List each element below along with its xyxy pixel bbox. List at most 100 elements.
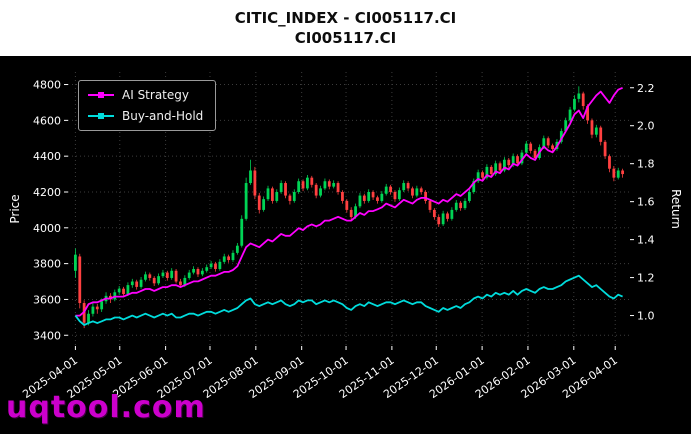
candle-body (411, 188, 414, 196)
candle-body (568, 109, 572, 121)
candle-body (196, 268, 200, 275)
candle-body (397, 190, 401, 200)
candle-body (367, 191, 371, 201)
candle-body (520, 152, 524, 164)
candle-body (415, 188, 419, 196)
candle-body (192, 268, 195, 273)
candle-body (616, 170, 620, 178)
candle-body (467, 191, 471, 201)
candle-body (306, 177, 309, 189)
price-tick-label: 4600 (33, 114, 61, 127)
candle-body (599, 127, 603, 142)
candle-body (463, 200, 467, 209)
candle-body (275, 191, 279, 201)
y-axis-label-return: Return (669, 189, 683, 229)
candle-body (100, 301, 104, 310)
candle-body (581, 93, 585, 107)
candle-body (227, 256, 231, 261)
candle-body (135, 281, 139, 287)
price-tick-label: 3600 (33, 293, 61, 306)
candle-body (485, 166, 489, 178)
candle-body (266, 188, 270, 200)
candle-body (152, 277, 156, 284)
candle-body (437, 217, 441, 225)
candle-body (507, 159, 511, 166)
candle-body (209, 263, 213, 268)
candle-body (249, 170, 252, 184)
chart-title: CITIC_INDEX - CI005117.CI (234, 8, 457, 27)
legend-item-buy-and-hold: Buy-and-Hold (88, 109, 203, 123)
candle-body (354, 206, 357, 218)
candle-body (594, 127, 598, 135)
candle-body (498, 163, 502, 171)
candle-body (297, 181, 301, 192)
candle-body (174, 270, 178, 282)
return-tick-label: 1.6 (637, 196, 655, 209)
return-tick-label: 1.8 (637, 158, 655, 171)
candle-body (235, 245, 239, 253)
candle-body (384, 186, 388, 194)
candle-body (336, 183, 340, 192)
legend-line-ai-strategy-icon (88, 92, 114, 98)
return-tick-label: 1.0 (637, 310, 655, 323)
candle-body (564, 120, 568, 132)
candle-body (314, 184, 318, 196)
candle-body (148, 274, 152, 278)
candle-body (573, 98, 576, 110)
price-tick-label: 4400 (33, 150, 61, 163)
candle-body (95, 306, 99, 310)
candle-body (406, 183, 410, 189)
legend-item-ai-strategy: AI Strategy (88, 88, 203, 102)
candle-body (257, 195, 261, 210)
candle-body (529, 143, 533, 151)
candle-body (419, 188, 423, 192)
candle-body (73, 254, 77, 271)
candle-body (577, 93, 581, 99)
return-tick-label: 2.0 (637, 120, 655, 133)
candle-body (450, 209, 454, 219)
candle-body (590, 120, 594, 135)
candle-body (341, 191, 344, 201)
return-tick-label: 2.2 (637, 82, 655, 95)
candle-body (402, 183, 406, 191)
price-tick-label: 4000 (33, 222, 61, 235)
candle-body (319, 188, 322, 196)
watermark: uqtool.com (6, 390, 206, 425)
candle-body (380, 193, 384, 201)
candle-body (454, 202, 458, 210)
candle-body (608, 156, 611, 169)
candle-body (244, 183, 248, 219)
candle-body (214, 263, 217, 269)
title-band: CITIC_INDEX - CI005117.CI CI005117.CI (0, 0, 691, 56)
candle-body (323, 181, 327, 189)
candle-body (489, 166, 493, 175)
candle-body (279, 183, 283, 192)
candle-body (310, 177, 314, 185)
legend-line-buy-and-hold-icon (88, 113, 114, 119)
candle-body (144, 274, 147, 280)
candle-body (200, 270, 204, 275)
y-axis-label-price: Price (8, 194, 22, 224)
candle-body (349, 209, 353, 218)
candle-body (218, 261, 222, 269)
legend-label-ai-strategy: AI Strategy (122, 88, 189, 102)
candle-body (78, 256, 82, 304)
candle-body (371, 191, 375, 198)
chart-subtitle: CI005117.CI (294, 28, 397, 47)
candle-body (358, 195, 362, 207)
candle-body (288, 195, 292, 201)
candle-body (327, 181, 331, 187)
candle-body (284, 183, 287, 196)
price-tick-label: 3400 (33, 329, 61, 342)
candle-body (122, 288, 125, 295)
price-tick-label: 4200 (33, 186, 61, 199)
candle-body (546, 138, 550, 146)
candle-body (542, 138, 546, 148)
candle-body (559, 131, 563, 142)
candle-body (503, 159, 506, 171)
candle-body (612, 168, 616, 178)
candle-body (253, 170, 257, 196)
candle-body (157, 276, 160, 284)
candle-body (222, 256, 226, 262)
